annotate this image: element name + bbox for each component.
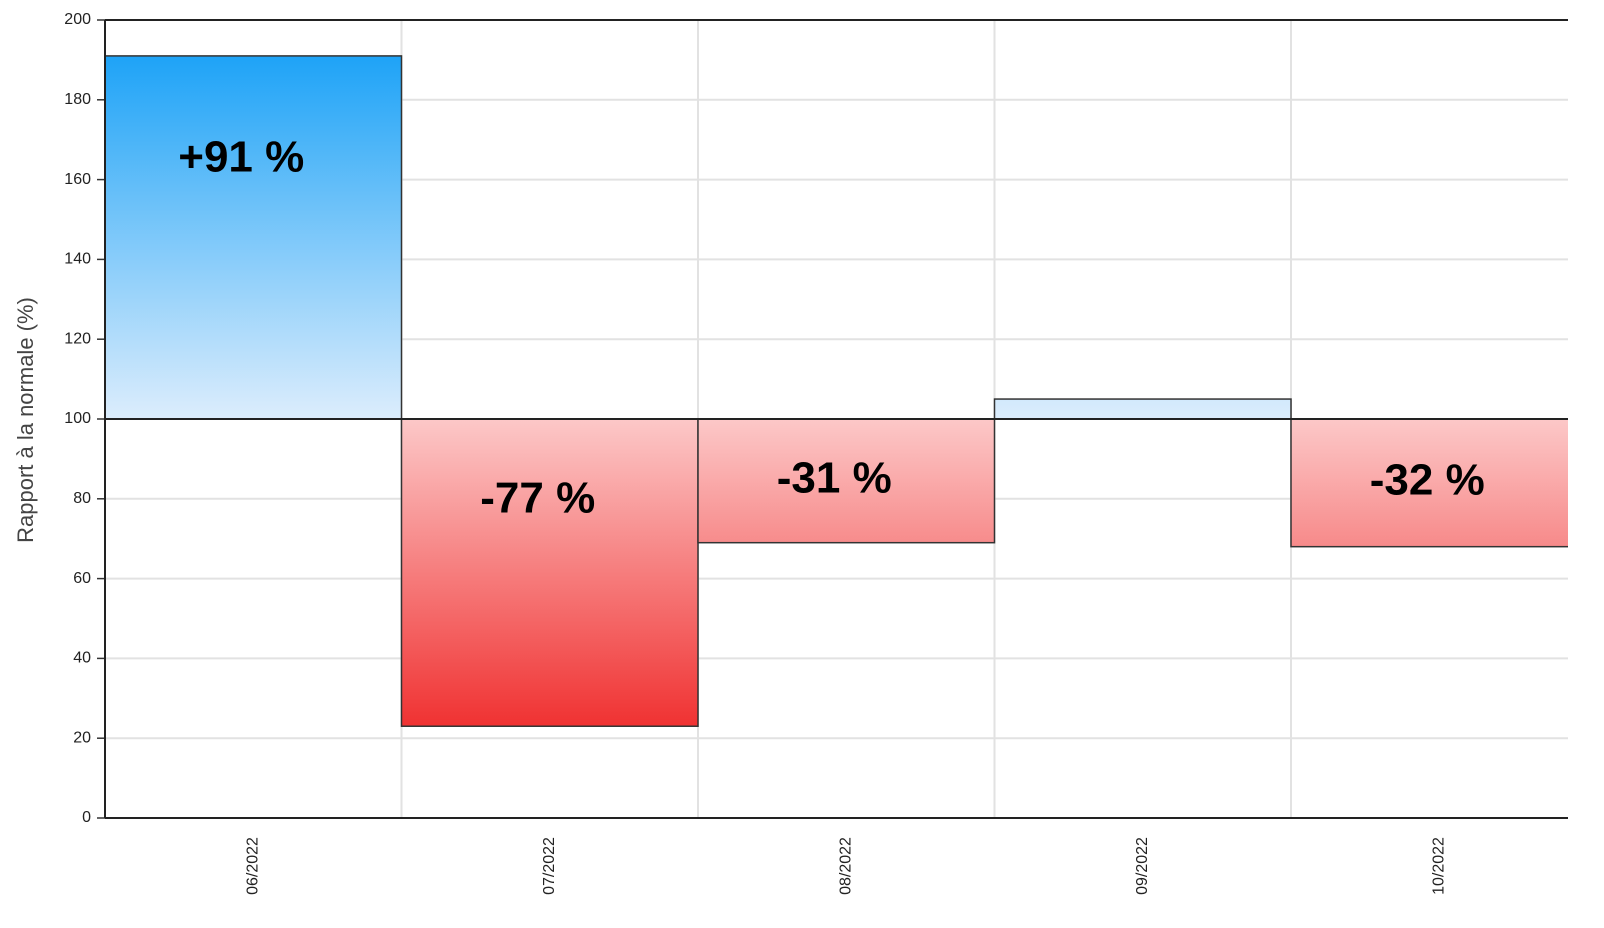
y-tick-label: 100 [64,410,91,427]
y-tick-label: 60 [73,570,91,587]
x-tick-label: 10/2022 [1430,837,1447,895]
x-tick-label: 07/2022 [541,837,558,895]
bar [993,398,1292,420]
plot-area: +91 % -77 % -31 % -32 % [105,55,1568,727]
value-label: -77 % [480,474,595,523]
y-tick-label: 160 [64,171,91,188]
y-tick-label: 0 [82,809,91,826]
y-tick-label: 200 [64,11,91,28]
bar [105,55,403,420]
bar [400,418,699,727]
y-tick-label: 40 [73,650,91,667]
value-label: -32 % [1370,455,1485,504]
y-tick-label: 140 [64,251,91,268]
x-tick-label: 08/2022 [837,837,854,895]
y-tick-label: 20 [73,729,91,746]
bar [1290,418,1568,548]
value-label: +91 % [178,133,304,182]
x-tick-label: 06/2022 [244,837,261,895]
bar [697,418,996,544]
y-tick-label: 180 [64,91,91,108]
y-tick-label: 120 [64,330,91,347]
x-tick-label: 09/2022 [1134,837,1151,895]
value-label: -31 % [777,453,892,502]
y-axis-label: Rapport à la normale (%) [13,297,38,543]
y-tick-label: 80 [73,490,91,507]
